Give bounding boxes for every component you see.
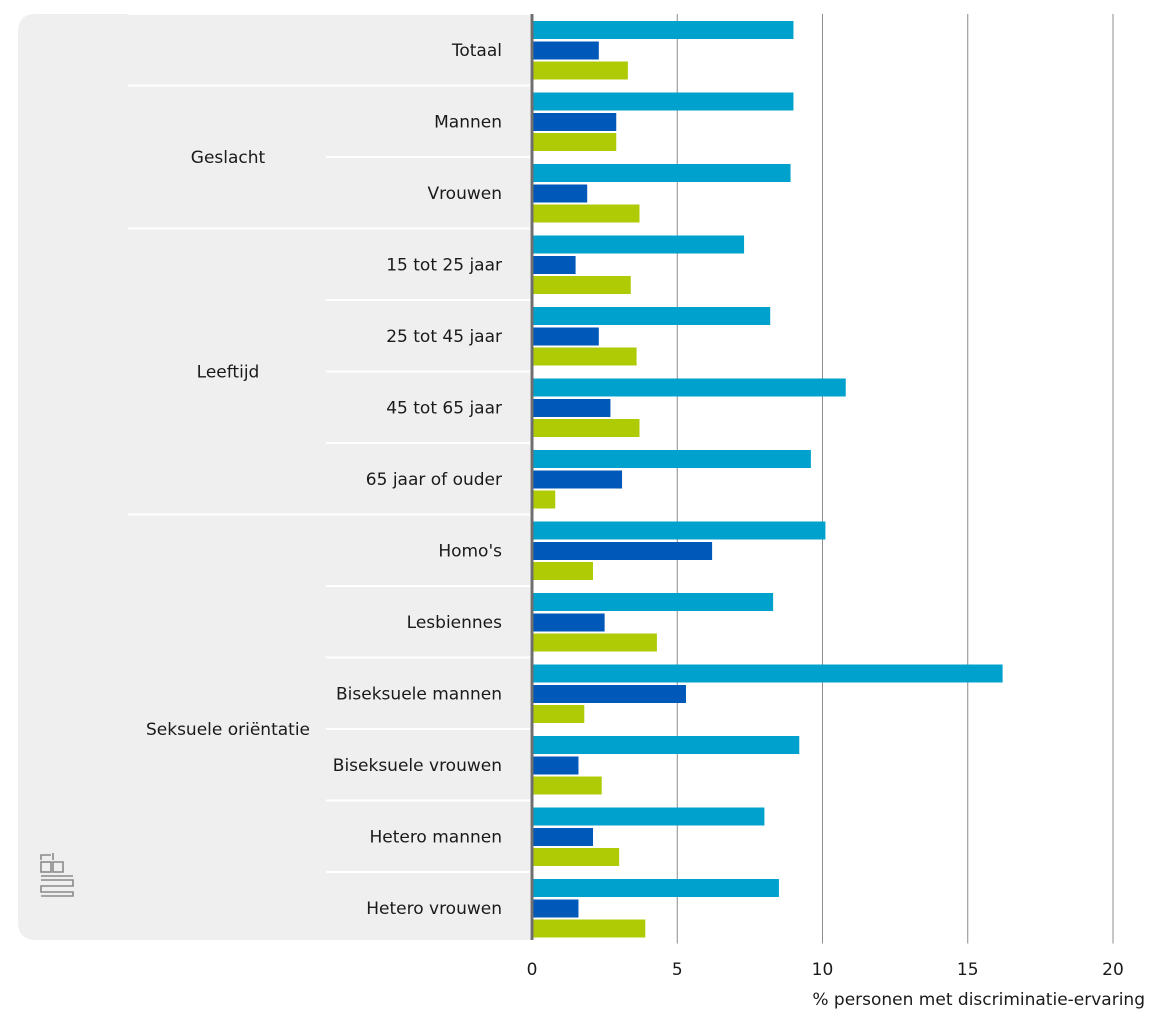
x-tick-label: 10 — [812, 960, 834, 980]
bar — [532, 593, 774, 611]
category-label: Mannen — [434, 112, 502, 132]
bar — [532, 807, 765, 826]
bar — [532, 61, 628, 80]
group-label: Seksuele oriëntatie — [146, 720, 310, 740]
category-label: 45 tot 65 jaar — [386, 398, 502, 418]
bar — [532, 736, 800, 754]
category-label: 15 tot 25 jaar — [386, 255, 502, 275]
bar — [532, 184, 588, 203]
bar — [532, 327, 599, 346]
group-labels: Geslacht Leeftijd Seksuele oriëntatie — [146, 148, 310, 740]
bar — [532, 307, 771, 325]
bar — [532, 542, 713, 560]
category-label: Hetero vrouwen — [366, 899, 502, 919]
bar — [532, 164, 791, 182]
label-panel — [18, 14, 530, 940]
category-label: 25 tot 45 jaar — [386, 327, 502, 347]
bar — [532, 521, 826, 540]
x-tick-label: 5 — [672, 960, 683, 980]
bar — [532, 347, 637, 366]
bar — [532, 919, 646, 938]
bar — [532, 419, 640, 437]
category-label: Vrouwen — [427, 184, 502, 204]
bar — [532, 562, 594, 580]
category-separators — [128, 13, 530, 945]
bar — [532, 470, 623, 489]
category-label: 65 jaar of ouder — [366, 470, 502, 490]
bar — [532, 204, 640, 223]
bar — [532, 41, 599, 60]
category-label: Biseksuele vrouwen — [333, 756, 502, 776]
group-label: Geslacht — [191, 148, 266, 168]
category-label: Biseksuele mannen — [336, 684, 502, 704]
bar — [532, 899, 579, 918]
bar — [532, 133, 617, 151]
bar — [532, 664, 1003, 683]
bar — [532, 613, 605, 632]
bar — [532, 113, 617, 131]
category-label: Hetero mannen — [369, 827, 502, 847]
bars — [532, 21, 1003, 938]
x-axis-ticks: 0 5 10 15 20 — [527, 960, 1124, 980]
bar — [532, 450, 811, 468]
bar — [532, 685, 686, 703]
category-label: Lesbiennes — [407, 613, 502, 633]
cbs-logo-icon — [40, 853, 74, 897]
bar — [532, 879, 779, 897]
bar — [532, 256, 576, 274]
bar — [532, 848, 620, 866]
category-labels: Totaal Mannen Vrouwen 15 tot 25 jaar 25 tot … — [333, 41, 502, 919]
gridlines — [676, 14, 1114, 944]
bar — [532, 776, 602, 795]
x-axis-label: % personen met discriminatie-ervaring — [812, 990, 1145, 1010]
bar — [532, 21, 794, 39]
bar — [532, 490, 556, 509]
category-label: Totaal — [451, 41, 502, 61]
x-tick-label: 0 — [527, 960, 538, 980]
bar — [532, 756, 579, 775]
bar — [532, 276, 631, 294]
bar — [532, 378, 846, 397]
group-label: Leeftijd — [197, 363, 260, 383]
bar — [532, 92, 794, 111]
x-tick-label: 20 — [1102, 960, 1124, 980]
bar — [532, 633, 657, 652]
bar — [532, 828, 594, 846]
bar — [532, 705, 585, 723]
bar — [532, 235, 745, 254]
category-label: Homo's — [438, 541, 502, 561]
bar — [532, 399, 611, 417]
x-tick-label: 15 — [957, 960, 979, 980]
